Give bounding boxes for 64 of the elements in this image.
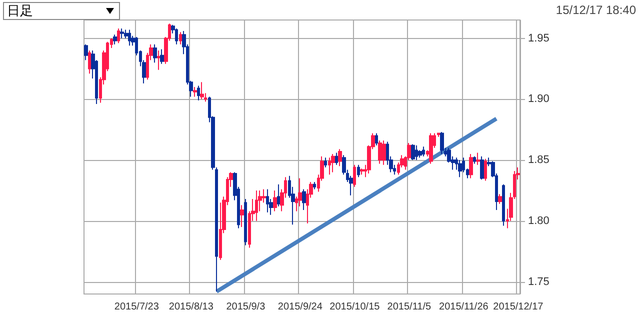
y-tick-label: 1.90 — [528, 93, 550, 106]
x-tick-label: 2015/12/17 — [493, 302, 544, 312]
candlestick — [302, 188, 306, 210]
candlestick — [277, 184, 280, 207]
candlestick — [415, 144, 418, 161]
text: 15/12/17 18:40 — [556, 3, 636, 17]
candlestick — [440, 132, 444, 154]
candlestick — [113, 34, 117, 45]
x-tick-label: 2015/10/15 — [330, 302, 380, 312]
y-tick-label: 1.85 — [528, 154, 550, 166]
candlestick — [324, 157, 327, 168]
candlestick — [255, 190, 258, 222]
candlestick — [193, 86, 197, 98]
candlestick — [197, 85, 200, 101]
candlestick — [480, 156, 484, 180]
x-tick-label: 2015/11/26 — [439, 302, 489, 312]
candlestick — [429, 132, 433, 164]
candlestick — [418, 150, 422, 158]
candlestick — [357, 164, 360, 178]
candlestick — [240, 204, 244, 228]
candlestick — [353, 164, 356, 188]
candlestick — [469, 153, 473, 179]
candlestick — [157, 50, 160, 70]
y-tick-label: 1.80 — [528, 214, 550, 227]
candlestick — [117, 28, 120, 44]
candlestick — [84, 44, 88, 61]
y-tick-label: 1.75 — [528, 276, 550, 288]
candlestick — [273, 190, 277, 212]
candlestick — [375, 132, 378, 146]
candlestick — [378, 140, 382, 164]
candlestick — [360, 168, 364, 176]
y-tick-label: 1.95 — [528, 32, 550, 44]
candlestick — [498, 194, 502, 204]
text: 日足 — [7, 3, 33, 18]
candlestick — [411, 144, 415, 161]
candlestick — [473, 156, 476, 164]
candlestick — [422, 146, 425, 157]
candlestick — [298, 178, 302, 207]
candlestick — [328, 157, 331, 176]
candlestick — [120, 28, 124, 39]
x-tick-label: 2015/7/23 — [114, 302, 160, 312]
candlestick — [313, 181, 316, 190]
x-tick-label: 2015/9/24 — [278, 302, 323, 312]
candlestick — [175, 28, 178, 45]
candlestick — [88, 50, 91, 74]
candlestick — [153, 44, 157, 64]
candlestick — [458, 160, 462, 178]
candlestick — [200, 82, 204, 100]
x-tick-label: 2015/9/3 — [226, 302, 266, 312]
candlestick — [476, 152, 480, 166]
candlestick — [160, 48, 164, 64]
candlestick — [266, 188, 269, 213]
x-tick-label: 2015/8/13 — [168, 302, 214, 312]
candlestick — [382, 140, 386, 166]
candlestick — [437, 132, 440, 138]
candlestick — [128, 29, 131, 46]
candlestick — [179, 32, 182, 45]
candlestick — [338, 148, 342, 167]
candlestick — [502, 184, 505, 226]
candlestick — [484, 158, 487, 182]
x-tick-label: 2015/11/5 — [387, 302, 432, 312]
candlestick — [331, 153, 335, 173]
candlestick — [335, 152, 338, 166]
candlestick — [244, 198, 247, 246]
